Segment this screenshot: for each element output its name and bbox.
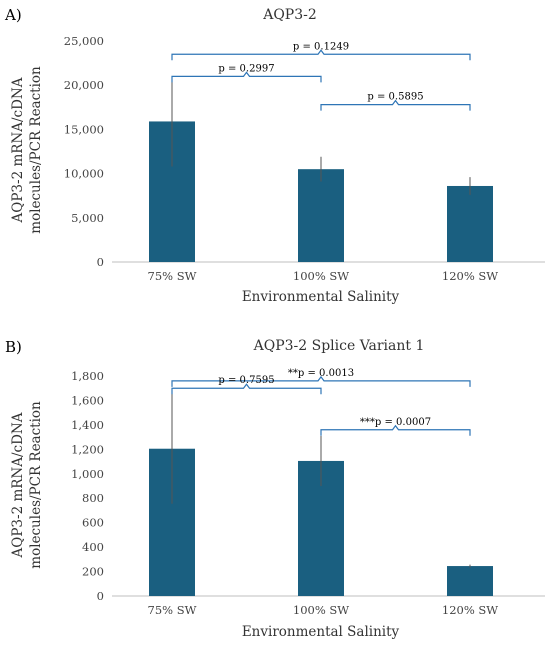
panel-label: B) [5, 338, 22, 356]
panel-label: A) [4, 6, 22, 24]
p-value-label: **p = 0.0013 [288, 368, 354, 379]
x-tick-label: 120% SW [442, 269, 498, 283]
y-tick-label: 10,000 [64, 167, 104, 181]
p-value-label: ***p = 0.0007 [360, 417, 431, 428]
x-tick-label: 120% SW [442, 603, 498, 617]
x-tick-label: 75% SW [148, 603, 197, 617]
p-value-label: p = 0.7595 [218, 375, 274, 386]
y-tick-label: 200 [82, 565, 104, 579]
y-axis-title-line-2: molecules/PCR Reaction [28, 66, 44, 234]
chart-title: AQP3-2 Splice Variant 1 [253, 338, 425, 354]
significance-bracket [171, 71, 322, 83]
bar-120-sw [447, 185, 493, 262]
y-tick-label: 0 [97, 255, 104, 269]
y-axis-title-line-1: AQP3-2 mRNA/cDNA [10, 412, 26, 558]
significance-bracket [320, 424, 471, 436]
y-tick-label: 0 [97, 589, 104, 603]
y-tick-label: 600 [82, 516, 104, 530]
y-axis-title-line-1: AQP3-2 mRNA/cDNA [10, 77, 26, 223]
y-tick-label: 1,200 [71, 442, 104, 456]
y-tick-label: 5,000 [71, 211, 104, 225]
y-tick-label: 1,600 [71, 393, 104, 407]
x-tick-label: 75% SW [148, 269, 197, 283]
x-axis-title: Environmental Salinity [242, 624, 400, 640]
y-tick-label: 800 [82, 491, 104, 505]
significance-bracket [171, 49, 471, 61]
y-tick-label: 1,400 [71, 418, 104, 432]
y-axis-title-line-2: molecules/PCR Reaction [28, 401, 44, 569]
y-tick-label: 1,000 [71, 467, 104, 481]
x-tick-label: 100% SW [293, 603, 349, 617]
y-tick-label: 20,000 [64, 78, 104, 92]
p-value-label: p = 0.5895 [367, 92, 423, 103]
p-value-label: p = 0.1249 [293, 41, 349, 52]
y-tick-label: 15,000 [64, 122, 104, 136]
y-tick-label: 25,000 [64, 34, 104, 48]
y-tick-label: 400 [82, 540, 104, 554]
bar-120-sw [447, 566, 493, 596]
p-value-label: p = 0.2997 [218, 63, 274, 74]
significance-bracket [171, 383, 322, 395]
x-tick-label: 100% SW [293, 269, 349, 283]
significance-bracket [320, 99, 471, 111]
y-tick-label: 1,800 [71, 369, 104, 383]
bar-100-sw [298, 169, 344, 262]
chart-title: AQP3-2 [262, 7, 317, 23]
x-axis-title: Environmental Salinity [242, 289, 400, 305]
significance-bracket [171, 375, 471, 387]
